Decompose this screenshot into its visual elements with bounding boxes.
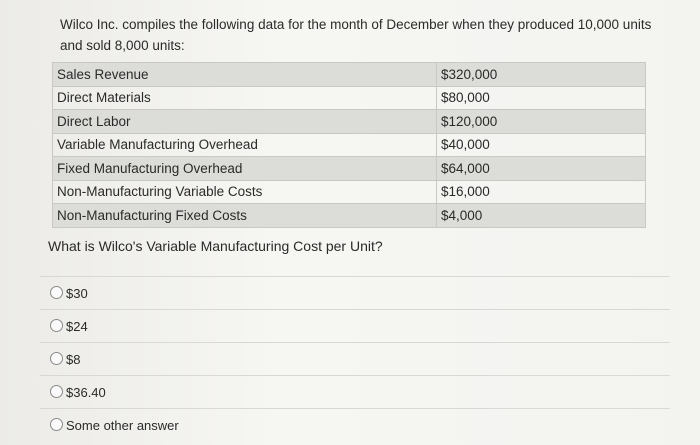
answer-option[interactable]: $36.40	[40, 375, 670, 409]
row-label: Direct Labor	[52, 109, 437, 134]
row-label: Direct Materials	[52, 85, 437, 110]
row-value: $120,000	[436, 109, 646, 134]
row-label: Non-Manufacturing Variable Costs	[52, 179, 437, 204]
answer-option[interactable]: $8	[40, 342, 670, 376]
radio-button[interactable]	[50, 385, 63, 398]
option-label: $36.40	[66, 385, 106, 400]
table-row: Non-Manufacturing Fixed Costs $4,000	[52, 203, 646, 228]
row-value: $40,000	[436, 132, 646, 157]
option-label: $8	[66, 352, 81, 367]
row-label: Sales Revenue	[52, 62, 437, 87]
answer-option[interactable]: $24	[40, 309, 670, 343]
row-value: $320,000	[436, 62, 646, 87]
row-label: Variable Manufacturing Overhead	[52, 132, 437, 157]
row-label: Non-Manufacturing Fixed Costs	[52, 203, 437, 228]
data-table: Sales Revenue $320,000 Direct Materials $80…	[52, 62, 646, 228]
table-row: Direct Materials $80,000	[52, 85, 646, 110]
row-value: $64,000	[436, 156, 646, 181]
table-row: Non-Manufacturing Variable Costs $16,000	[52, 179, 646, 204]
option-label: $30	[66, 286, 88, 301]
row-value: $80,000	[436, 85, 646, 110]
answer-option[interactable]: Some other answer	[40, 408, 670, 442]
intro-text: Wilco Inc. compiles the following data f…	[60, 17, 652, 53]
row-label: Fixed Manufacturing Overhead	[52, 156, 437, 181]
option-label: Some other answer	[66, 418, 179, 433]
table-row: Sales Revenue $320,000	[52, 62, 646, 87]
radio-button[interactable]	[50, 352, 63, 365]
row-value: $16,000	[436, 179, 646, 204]
question: What is Wilco's Variable Manufacturing C…	[48, 238, 383, 254]
table-row: Variable Manufacturing Overhead $40,000	[52, 132, 646, 157]
table-row: Direct Labor $120,000	[52, 109, 646, 134]
radio-button[interactable]	[50, 286, 63, 299]
radio-button[interactable]	[50, 319, 63, 332]
radio-button[interactable]	[50, 418, 63, 431]
row-value: $4,000	[436, 203, 646, 228]
answer-option[interactable]: $30	[40, 276, 670, 310]
table-row: Fixed Manufacturing Overhead $64,000	[52, 156, 646, 181]
option-label: $24	[66, 319, 88, 334]
